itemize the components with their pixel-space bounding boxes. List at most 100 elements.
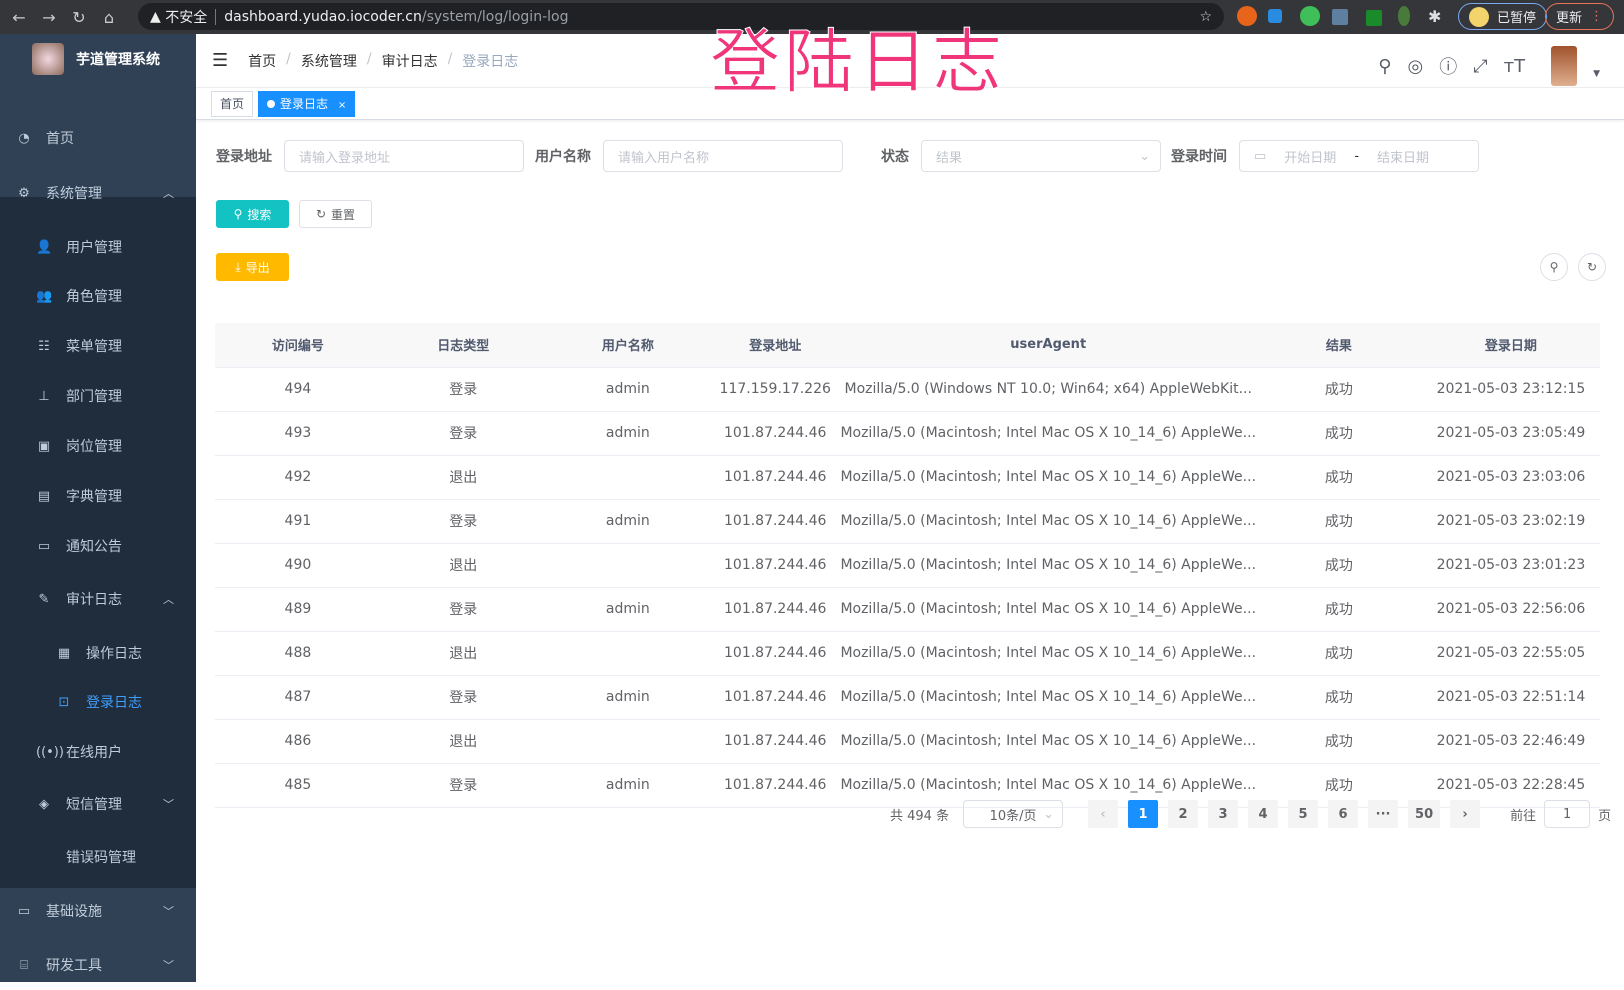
page-button[interactable]: 3 [1208,800,1239,828]
sidebar-item-label: 字典管理 [66,489,122,505]
column-header: 用户名称 [545,323,711,368]
extension-icon[interactable] [1268,9,1282,23]
reset-label: 重置 [331,207,356,222]
table-row[interactable]: 490 退出 101.87.244.46 Mozilla/5.0 (Macintosh… [215,543,1600,588]
table-row[interactable]: 488 退出 101.87.244.46 Mozilla/5.0 (Macintosh… [215,631,1600,676]
bookmark-star-icon[interactable]: ☆ [1199,8,1212,25]
caret-down-icon[interactable]: ▼ [1593,69,1600,79]
forward-icon[interactable]: → [42,7,56,27]
breadcrumb-item: 登录日志 [462,53,519,70]
column-header: 访问编号 [215,323,381,368]
page-size-select[interactable]: 10条/页 ⌄ [963,800,1064,828]
tag-login-log[interactable]: 登录日志 × [258,90,356,117]
address-bar[interactable]: ▲ 不安全 dashboard.yudao.iocoder.cn/system/… [138,3,1224,30]
table-row[interactable]: 489 登录 admin 101.87.244.46 Mozilla/5.0 (Maci… [215,587,1600,632]
end-date[interactable]: 结束日期 [1377,150,1430,166]
page-button[interactable]: 5 [1288,800,1319,828]
app-logo[interactable]: 芋道管理系统 [0,34,196,84]
start-date[interactable]: 开始日期 [1284,150,1337,166]
sidebar-item[interactable]: ⊥ 部门管理 [0,371,196,421]
export-button[interactable]: ⤓ 导出 [216,253,289,281]
sidebar-item[interactable]: ▦ 操作日志 [0,628,196,678]
back-icon[interactable]: ← [12,7,26,27]
sidebar-item[interactable]: ◈ 短信管理 ﹀ [0,779,196,829]
address-label: 登录地址 [216,149,272,165]
sidebar-item-label: 错误码管理 [66,850,136,866]
sidebar-item[interactable]: ⚙ 系统管理 ︿ [0,168,196,218]
sidebar-item[interactable]: ▣ 岗位管理 [0,421,196,471]
table-row[interactable]: 491 登录 admin 101.87.244.46 Mozilla/5.0 (Maci… [215,499,1600,544]
table-row[interactable]: 486 退出 101.87.244.46 Mozilla/5.0 (Macintosh… [215,719,1600,764]
sidebar-item[interactable]: 👥 角色管理 [0,271,196,321]
table-row[interactable]: 493 登录 admin 101.87.244.46 Mozilla/5.0 (Maci… [215,411,1600,456]
table-cell: 2021-05-03 23:12:15 [1421,367,1600,412]
sidebar-item[interactable]: ⌸ 研发工具 ﹀ [0,940,196,990]
reload-icon[interactable]: ↻ [72,7,86,27]
refresh-button[interactable]: ↻ [1578,253,1606,281]
breadcrumb-item[interactable]: 首页 [248,53,277,70]
toggle-search-button[interactable]: ⚲ [1540,253,1568,281]
font-size-icon[interactable]: ᴛT [1503,55,1526,77]
extension-icon[interactable] [1237,6,1257,26]
sidebar-item[interactable]: ((•)) 在线用户 [0,727,196,777]
extension-icon[interactable] [1398,6,1410,26]
hamburger-icon[interactable]: ☰ [212,50,229,71]
table-cell: 101.87.244.46 [710,499,841,544]
table-cell: 成功 [1256,411,1422,456]
table-row[interactable]: 492 退出 101.87.244.46 Mozilla/5.0 (Macintosh… [215,455,1600,500]
sidebar-item[interactable]: ✎ 审计日志 ︿ [0,574,196,624]
page-button[interactable]: 2 [1168,800,1199,828]
date-range-picker[interactable]: ▭ 开始日期 - 结束日期 [1239,140,1479,172]
extension-icon[interactable] [1366,10,1382,26]
puzzle-icon[interactable]: ✱ [1428,7,1442,26]
table-cell: 退出 [380,719,546,764]
page-button[interactable]: 1 [1128,800,1159,828]
sidebar-item[interactable]: 错误码管理 [0,832,196,882]
overlay-title: 登陆日志 [710,21,1006,104]
fullscreen-icon[interactable]: ⤢ [1473,55,1488,77]
extension-icon[interactable] [1332,9,1348,25]
help-icon[interactable]: ⓘ [1439,57,1458,78]
sidebar-item[interactable]: ☷ 菜单管理 [0,321,196,371]
sidebar-item[interactable]: 👤 用户管理 [0,222,196,272]
address-input[interactable]: 请输入登录地址 [284,140,524,172]
sidebar-item[interactable]: ◔ 首页 [0,113,196,163]
login-log-table: 访问编号 日志类型 用户名称 登录地址 userAgent 结果 登录日期 494 登录 adm… [215,323,1600,808]
table-cell: 494 [215,367,381,412]
chevron-down-icon: ﹀ [163,905,174,918]
time-label: 登录时间 [1171,149,1227,165]
extension-icon[interactable] [1300,6,1320,26]
table-row[interactable]: 487 登录 admin 101.87.244.46 Mozilla/5.0 (Maci… [215,675,1600,720]
sidebar-item-label: 登录日志 [86,695,142,711]
page-button[interactable]: 4 [1248,800,1279,828]
avatar[interactable] [1551,46,1578,86]
tag-home[interactable]: 首页 [211,90,254,117]
sidebar-item[interactable]: ▤ 字典管理 [0,471,196,521]
table-cell: 101.87.244.46 [710,631,841,676]
page-button[interactable]: 50 [1408,800,1441,828]
sidebar-item[interactable]: ⊡ 登录日志 [0,677,196,727]
prev-page-button[interactable]: ‹ [1088,800,1119,828]
username-input[interactable]: 请输入用户名称 [603,140,843,172]
search-icon[interactable]: ⚲ [1378,55,1392,77]
profile-button[interactable]: 已暂停 [1458,3,1548,30]
page-button[interactable]: 6 [1328,800,1359,828]
github-icon[interactable]: ◎ [1407,55,1424,77]
next-page-button[interactable]: › [1450,800,1481,828]
table-row[interactable]: 494 登录 admin 117.159.17.226 Mozilla/5.0 (Win… [215,367,1600,412]
logo-image [32,43,64,75]
update-button[interactable]: 更新 ⋮ [1545,3,1615,30]
goto-page-input[interactable]: 1 [1544,800,1591,828]
column-header: 登录日期 [1421,323,1600,368]
sidebar-item[interactable]: ▭ 通知公告 [0,521,196,571]
search-button[interactable]: ⚲ 搜索 [216,200,289,228]
home-icon[interactable]: ⌂ [103,7,115,27]
close-icon[interactable]: × [337,99,347,111]
table-cell: 2021-05-03 23:05:49 [1421,411,1600,456]
column-header: 日志类型 [380,323,546,368]
table-row[interactable]: 485 登录 admin 101.87.244.46 Mozilla/5.0 (Maci… [215,763,1600,808]
sidebar-item[interactable]: ▭ 基础设施 ﹀ [0,886,196,936]
status-select[interactable]: 结果 ⌄ [921,140,1161,172]
page-button[interactable]: ··· [1368,800,1399,828]
reset-button[interactable]: ↻ 重置 [299,200,372,228]
